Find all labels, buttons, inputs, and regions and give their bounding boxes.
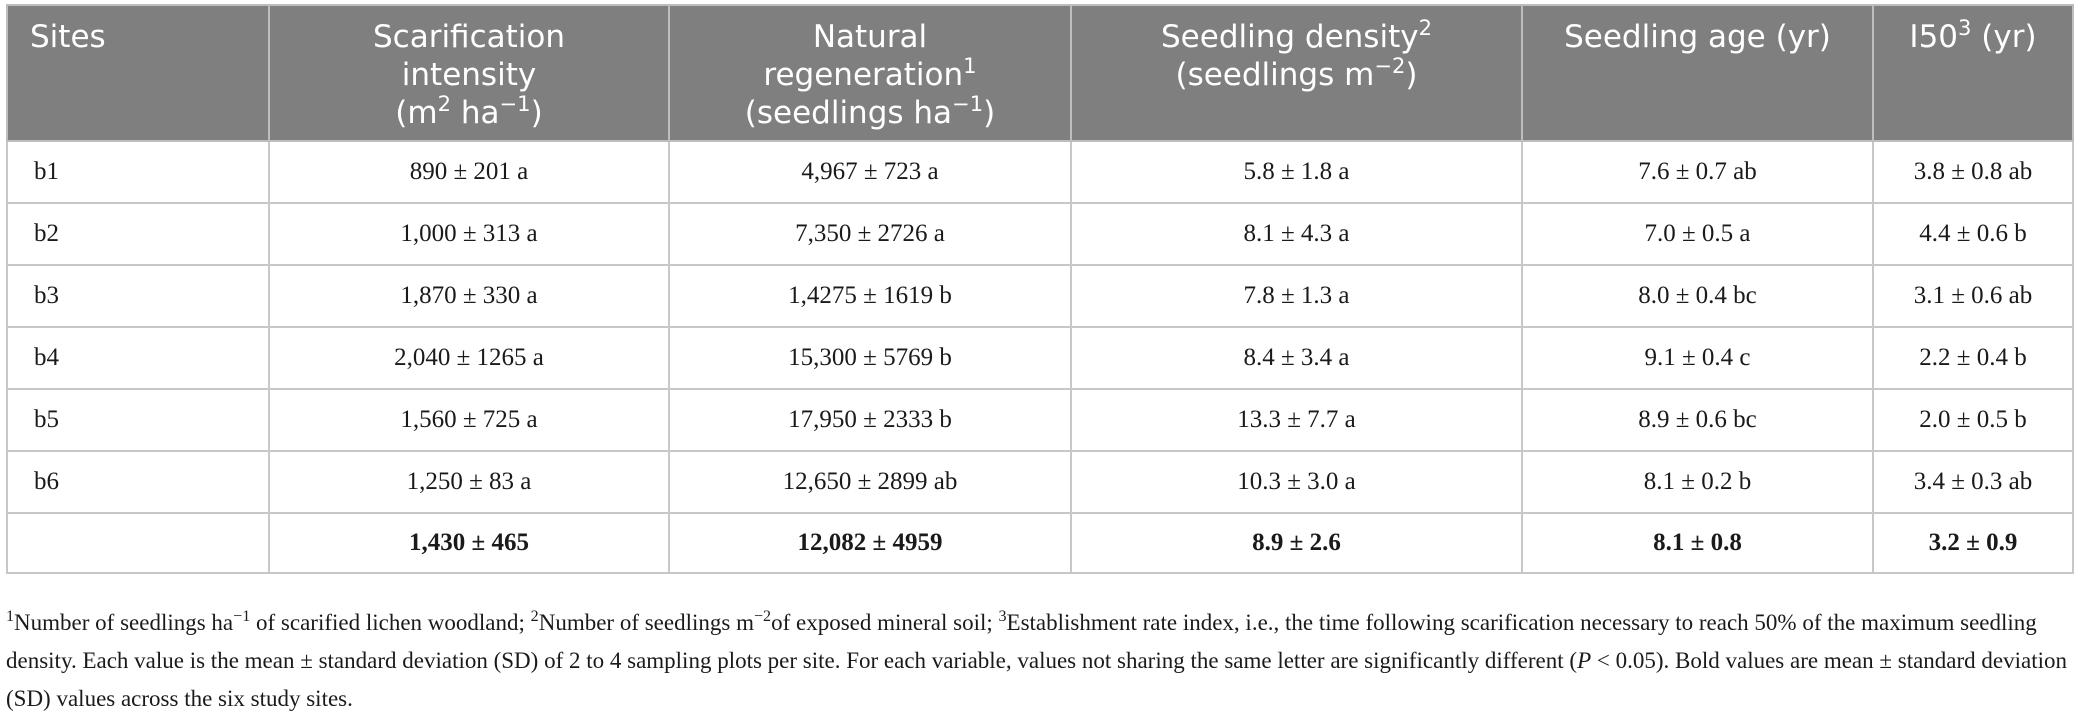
cell-density: 8.4 ± 3.4 a bbox=[1070, 326, 1523, 390]
cell-age: 7.0 ± 0.5 a bbox=[1521, 202, 1874, 266]
cell-i50: 2.2 ± 0.4 b bbox=[1872, 326, 2074, 390]
cell-site: b5 bbox=[6, 388, 270, 452]
cell-site: b2 bbox=[6, 202, 270, 266]
cell-site: b6 bbox=[6, 450, 270, 514]
cell-density: 7.8 ± 1.3 a bbox=[1070, 264, 1523, 328]
cell-i50: 3.8 ± 0.8 ab bbox=[1872, 140, 2074, 204]
cell-age: 8.1 ± 0.2 b bbox=[1521, 450, 1874, 514]
table-row: b6 1,250 ± 83 a 12,650 ± 2899 ab 10.3 ± … bbox=[6, 450, 2074, 514]
cell-density: 10.3 ± 3.0 a bbox=[1070, 450, 1523, 514]
table-row: b4 2,040 ± 1265 a 15,300 ± 5769 b 8.4 ± … bbox=[6, 326, 2074, 390]
cell-i50-total: 3.2 ± 0.9 bbox=[1872, 512, 2074, 574]
header-i50: I503 (yr) bbox=[1872, 4, 2074, 142]
cell-i50: 3.1 ± 0.6 ab bbox=[1872, 264, 2074, 328]
cell-scarification: 1,000 ± 313 a bbox=[268, 202, 670, 266]
header-row: Sites Scarification intensity (m2 ha−1) … bbox=[6, 4, 2074, 142]
table-row: b5 1,560 ± 725 a 17,950 ± 2333 b 13.3 ± … bbox=[6, 388, 2074, 452]
header-seedling-density: Seedling density2 (seedlings m−2) bbox=[1070, 4, 1523, 142]
table-row-total: 1,430 ± 465 12,082 ± 4959 8.9 ± 2.6 8.1 … bbox=[6, 512, 2074, 574]
cell-scarification: 1,870 ± 330 a bbox=[268, 264, 670, 328]
cell-site: b3 bbox=[6, 264, 270, 328]
cell-age: 9.1 ± 0.4 c bbox=[1521, 326, 1874, 390]
table-row: b1 890 ± 201 a 4,967 ± 723 a 5.8 ± 1.8 a… bbox=[6, 140, 2074, 204]
cell-i50: 2.0 ± 0.5 b bbox=[1872, 388, 2074, 452]
cell-regeneration-total: 12,082 ± 4959 bbox=[668, 512, 1072, 574]
table-footnote: 1Number of seedlings ha−1 of scarified l… bbox=[6, 607, 2068, 711]
cell-density: 13.3 ± 7.7 a bbox=[1070, 388, 1523, 452]
header-natural-regeneration: Natural regeneration1 (seedlings ha−1) bbox=[668, 4, 1072, 142]
cell-age: 7.6 ± 0.7 ab bbox=[1521, 140, 1874, 204]
cell-site: b4 bbox=[6, 326, 270, 390]
cell-regeneration: 7,350 ± 2726 a bbox=[668, 202, 1072, 266]
cell-site bbox=[6, 512, 270, 574]
table-row: b3 1,870 ± 330 a 1,4275 ± 1619 b 7.8 ± 1… bbox=[6, 264, 2074, 328]
cell-scarification: 890 ± 201 a bbox=[268, 140, 670, 204]
cell-regeneration: 4,967 ± 723 a bbox=[668, 140, 1072, 204]
cell-regeneration: 12,650 ± 2899 ab bbox=[668, 450, 1072, 514]
cell-age: 8.0 ± 0.4 bc bbox=[1521, 264, 1874, 328]
cell-scarification: 1,250 ± 83 a bbox=[268, 450, 670, 514]
cell-scarification-total: 1,430 ± 465 bbox=[268, 512, 670, 574]
cell-density: 5.8 ± 1.8 a bbox=[1070, 140, 1523, 204]
data-table: Sites Scarification intensity (m2 ha−1) … bbox=[6, 4, 2074, 574]
table-container: Sites Scarification intensity (m2 ha−1) … bbox=[6, 4, 2074, 574]
cell-regeneration: 1,4275 ± 1619 b bbox=[668, 264, 1072, 328]
cell-density-total: 8.9 ± 2.6 bbox=[1070, 512, 1523, 574]
cell-regeneration: 17,950 ± 2333 b bbox=[668, 388, 1072, 452]
cell-site: b1 bbox=[6, 140, 270, 204]
header-seedling-age: Seedling age (yr) bbox=[1521, 4, 1874, 142]
cell-i50: 4.4 ± 0.6 b bbox=[1872, 202, 2074, 266]
header-sites: Sites bbox=[6, 4, 270, 142]
cell-scarification: 1,560 ± 725 a bbox=[268, 388, 670, 452]
cell-age: 8.9 ± 0.6 bc bbox=[1521, 388, 1874, 452]
cell-i50: 3.4 ± 0.3 ab bbox=[1872, 450, 2074, 514]
cell-regeneration: 15,300 ± 5769 b bbox=[668, 326, 1072, 390]
header-scarification-intensity: Scarification intensity (m2 ha−1) bbox=[268, 4, 670, 142]
cell-scarification: 2,040 ± 1265 a bbox=[268, 326, 670, 390]
table-row: b2 1,000 ± 313 a 7,350 ± 2726 a 8.1 ± 4.… bbox=[6, 202, 2074, 266]
cell-density: 8.1 ± 4.3 a bbox=[1070, 202, 1523, 266]
cell-age-total: 8.1 ± 0.8 bbox=[1521, 512, 1874, 574]
